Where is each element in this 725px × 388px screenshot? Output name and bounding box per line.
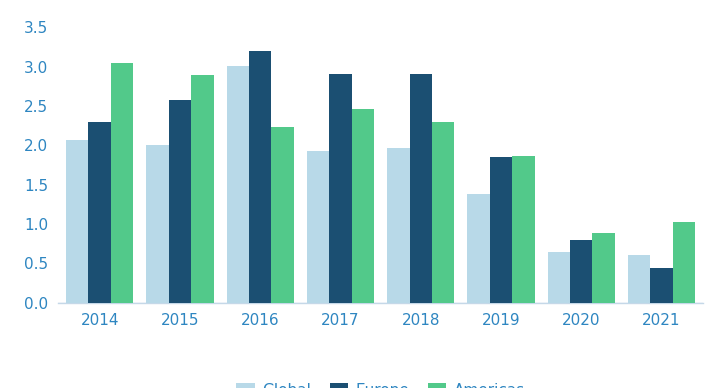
Bar [490,157,513,303]
Legend: Global, Europe, Americas: Global, Europe, Americas [231,377,531,388]
Bar [111,63,133,303]
Bar [66,140,88,303]
Bar [547,251,570,303]
Bar [673,222,695,303]
Bar [432,122,455,303]
Bar [628,255,650,303]
Bar [650,268,673,303]
Bar [249,51,271,303]
Bar [410,74,432,303]
Bar [88,122,111,303]
Bar [191,75,214,303]
Bar [570,241,592,303]
Bar [352,109,374,303]
Bar [146,146,169,303]
Bar [169,100,191,303]
Bar [468,194,490,303]
Bar [387,148,410,303]
Bar [271,127,294,303]
Bar [592,234,615,303]
Bar [513,156,535,303]
Bar [329,74,352,303]
Bar [307,151,329,303]
Bar [226,66,249,303]
